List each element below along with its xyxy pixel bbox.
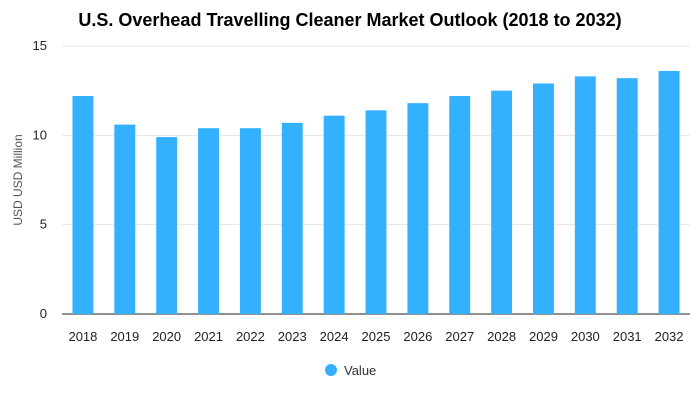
x-tick-label: 2020 <box>152 329 181 344</box>
x-tick-label: 2026 <box>403 329 432 344</box>
bar[interactable] <box>658 71 680 314</box>
y-tick-label: 15 <box>33 38 47 53</box>
y-tick-label: 10 <box>33 127 47 142</box>
bar[interactable] <box>281 122 303 315</box>
bar[interactable] <box>449 96 471 314</box>
bar[interactable] <box>533 83 554 315</box>
legend[interactable]: Value <box>325 363 376 378</box>
bar[interactable] <box>365 110 387 314</box>
y-axis-ticks: 0 5 10 15 <box>33 38 47 321</box>
x-tick-label: 2032 <box>655 329 684 344</box>
bar[interactable] <box>239 128 261 314</box>
bar[interactable] <box>407 103 429 314</box>
x-tick-label: 2030 <box>571 329 600 344</box>
x-tick-label: 2021 <box>194 329 223 344</box>
bar[interactable] <box>574 76 596 314</box>
x-tick-label: 2022 <box>236 329 265 344</box>
y-tick-label: 0 <box>40 306 47 321</box>
bar[interactable] <box>72 96 94 314</box>
bars <box>72 71 680 315</box>
bar[interactable] <box>114 124 136 314</box>
x-axis-ticks: 2018 2019 2020 2021 2022 2023 2024 2025 2026 2027… <box>68 329 683 344</box>
x-tick-label: 2031 <box>613 329 642 344</box>
x-tick-label: 2018 <box>68 329 97 344</box>
y-tick-label: 5 <box>40 217 47 232</box>
bar[interactable] <box>491 90 513 315</box>
x-tick-label: 2024 <box>320 329 349 344</box>
x-tick-label: 2025 <box>362 329 391 344</box>
y-axis-label: USD USD Million <box>11 134 25 225</box>
bar[interactable] <box>323 115 345 315</box>
bar[interactable] <box>198 128 219 314</box>
bar[interactable] <box>616 78 638 314</box>
chart-title: U.S. Overhead Travelling Cleaner Market … <box>78 10 621 30</box>
x-tick-label: 2027 <box>445 329 474 344</box>
x-tick-label: 2028 <box>487 329 516 344</box>
legend-swatch <box>325 364 337 376</box>
legend-label: Value <box>344 363 376 378</box>
bar[interactable] <box>156 137 178 314</box>
x-tick-label: 2029 <box>529 329 558 344</box>
x-tick-label: 2019 <box>110 329 139 344</box>
x-tick-label: 2023 <box>278 329 307 344</box>
